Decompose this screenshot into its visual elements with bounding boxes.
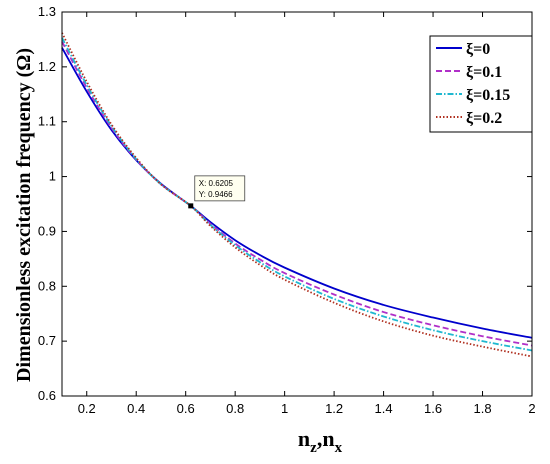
y-axis-title: Dimensionless excitation frequency (Ω) bbox=[13, 48, 35, 382]
legend-label-0: ξ=0 bbox=[466, 41, 490, 58]
x-tick-label: 0.2 bbox=[78, 401, 96, 416]
x-tick-label: 0.4 bbox=[127, 401, 145, 416]
y-tick-label: 1 bbox=[49, 169, 56, 184]
x-tick-label: 1.8 bbox=[473, 401, 491, 416]
series-line-2 bbox=[61, 37, 533, 352]
x-tick-label: 2 bbox=[528, 401, 535, 416]
x-axis-title-sub-x: x bbox=[335, 440, 343, 456]
x-tick-label: 1.2 bbox=[325, 401, 343, 416]
x-axis-title-n: n bbox=[298, 426, 310, 451]
datatip: X: 0.6205 Y: 0.9466 bbox=[188, 175, 246, 209]
axes-frame bbox=[61, 11, 533, 397]
x-tick-label: 0.8 bbox=[226, 401, 244, 416]
y-tick-label: 1.2 bbox=[38, 59, 56, 74]
x-tick-label: 1.4 bbox=[375, 401, 393, 416]
y-tick-label: 0.8 bbox=[38, 278, 56, 293]
series-line-3 bbox=[61, 32, 533, 358]
datatip-y-text: Y: 0.9466 bbox=[199, 190, 233, 199]
x-tick-label: 1.6 bbox=[424, 401, 442, 416]
datatip-box bbox=[194, 175, 246, 202]
series-line-0 bbox=[61, 47, 533, 339]
x-axis-title: nz,nx bbox=[298, 426, 343, 456]
axes: 0.2 0.4 0.6 0.8 1 1.2 1.4 1.6 1.8 2 0.6 0.7 0.8 0.9 1 1… bbox=[38, 4, 536, 416]
datatip-x-text: X: 0.6205 bbox=[199, 179, 234, 188]
legend-label-3: ξ=0.2 bbox=[466, 110, 502, 127]
legend: ξ=0 ξ=0.1 ξ=0.15 ξ=0.2 bbox=[429, 35, 533, 133]
series-line-1 bbox=[61, 41, 533, 347]
y-tick-label: 1.1 bbox=[38, 114, 56, 129]
y-tick-label: 0.7 bbox=[38, 333, 56, 348]
x-axis-title-sep: ,n bbox=[317, 426, 335, 451]
x-tick-label: 1 bbox=[281, 401, 288, 416]
y-tick-label: 0.9 bbox=[38, 223, 56, 238]
y-tick-label: 1.3 bbox=[38, 4, 56, 19]
x-axis-title-sub-z: z bbox=[310, 440, 317, 456]
legend-label-1: ξ=0.1 bbox=[466, 64, 502, 81]
legend-label-2: ξ=0.15 bbox=[466, 87, 510, 104]
y-tick-label: 0.6 bbox=[38, 388, 56, 403]
x-tick-label: 0.6 bbox=[177, 401, 195, 416]
plot-area bbox=[61, 32, 533, 358]
datatip-marker bbox=[188, 203, 194, 209]
